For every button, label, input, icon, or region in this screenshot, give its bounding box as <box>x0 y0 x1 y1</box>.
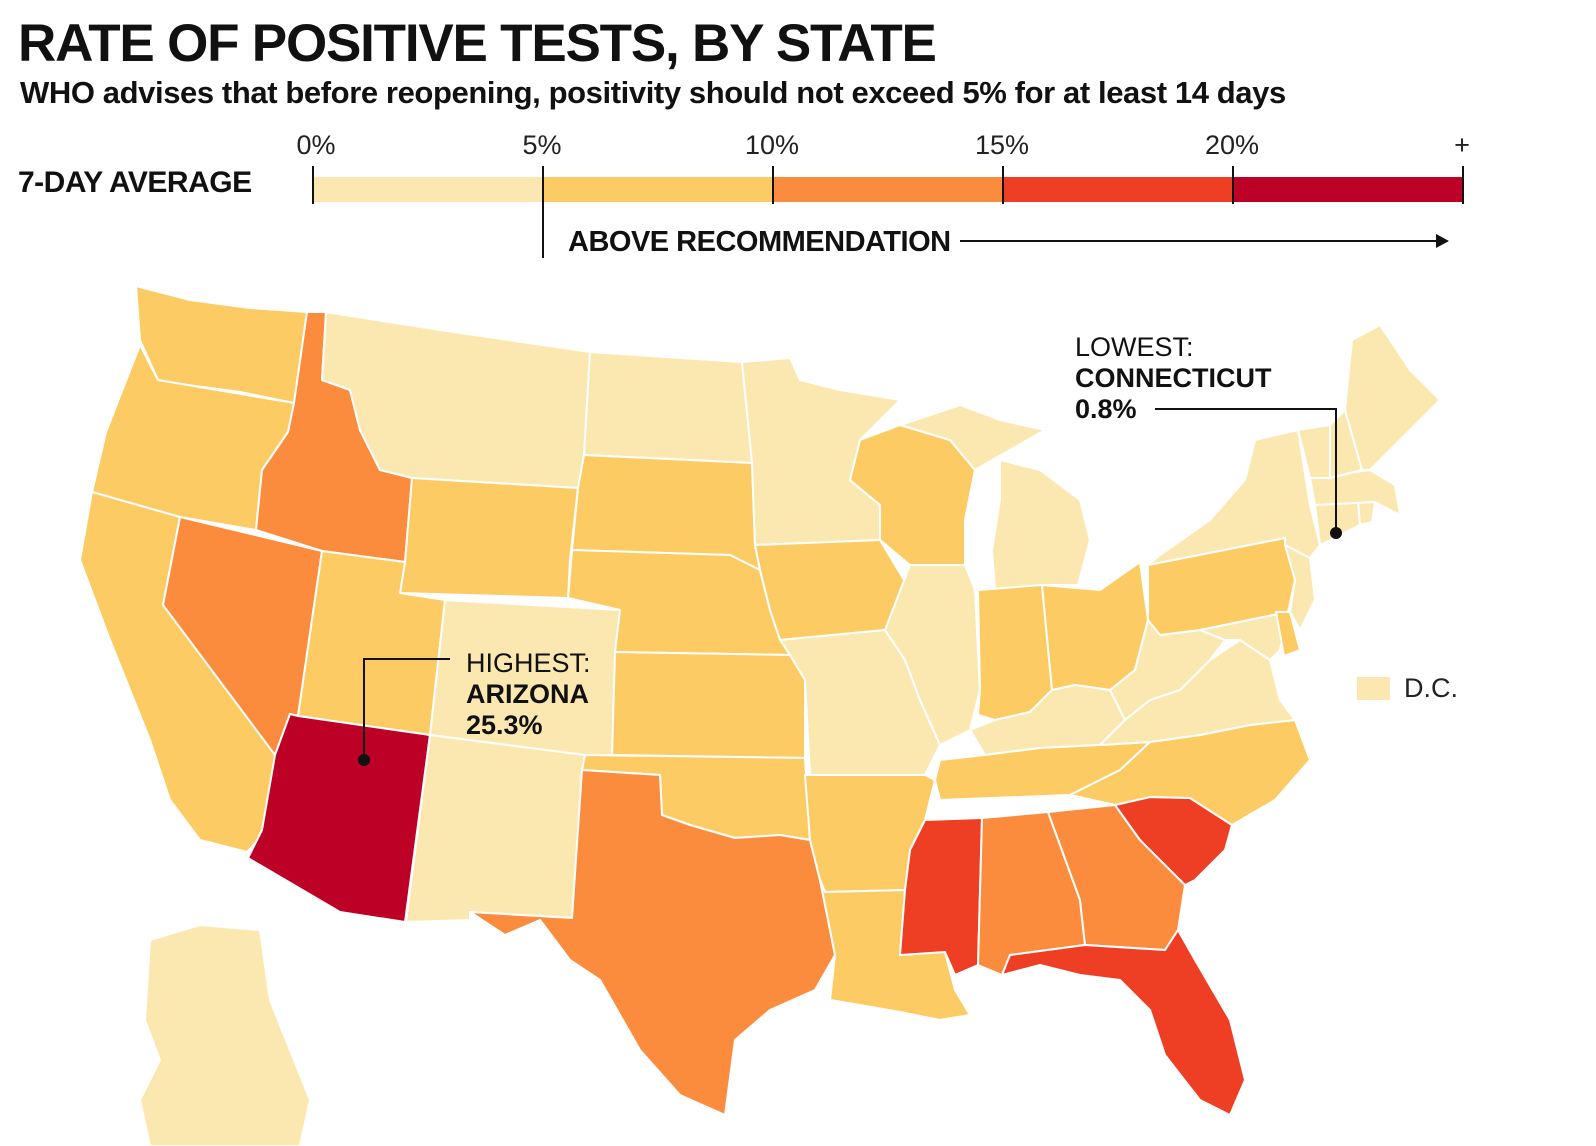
state-rhode-island <box>1357 499 1376 526</box>
legend-tick-15: 15% <box>974 130 1030 160</box>
legend-tick-10: 10% <box>744 130 800 160</box>
state-illinois <box>884 564 981 746</box>
states-layer <box>79 285 1441 1146</box>
callout-lowest: LOWEST: CONNECTICUT 0.8% <box>1075 332 1272 425</box>
legend-bin-4 <box>1233 177 1463 202</box>
callout-lowest-value: 0.8% <box>1075 394 1137 424</box>
legend-bar <box>312 166 1464 258</box>
legend-label: 7-DAY AVERAGE <box>18 166 252 199</box>
legend-bin-1 <box>543 177 773 202</box>
callout-highest: HIGHEST: ARIZONA 25.3% <box>466 648 591 741</box>
legend-tick-plus: + <box>1454 130 1470 160</box>
callout-lowest-leader <box>1155 408 1342 539</box>
state-new-york <box>1147 429 1321 566</box>
callout-highest-leader <box>358 658 450 766</box>
legend-bin-3 <box>1003 177 1233 202</box>
map-title: RATE OF POSITIVE TESTS, BY STATE <box>18 14 937 73</box>
arrow-head-icon <box>1436 234 1449 248</box>
callout-lowest-state: CONNECTICUT <box>1075 363 1272 393</box>
state-alaska <box>139 924 311 1146</box>
state-new-mexico <box>405 734 586 923</box>
legend-tick-0: 0% <box>296 130 336 160</box>
state-north-dakota <box>583 351 753 464</box>
legend-tick-5: 5% <box>522 130 562 160</box>
callout-highest-state: ARIZONA <box>466 679 589 709</box>
state-maine <box>1344 324 1441 471</box>
callout-lowest-label: LOWEST: <box>1075 332 1194 362</box>
state-delaware <box>1275 611 1301 657</box>
legend-tick-20: 20% <box>1204 130 1260 160</box>
state-michigan <box>899 404 1091 591</box>
dc-swatch <box>1357 677 1390 700</box>
legend-bin-0 <box>313 177 543 202</box>
legend-bin-2 <box>773 177 1003 202</box>
dc-label: D.C. <box>1404 673 1458 703</box>
state-florida <box>1001 929 1246 1116</box>
state-kansas <box>611 651 806 759</box>
state-wyoming <box>399 477 579 599</box>
above-recommendation-label: ABOVE RECOMMENDATION <box>568 226 951 258</box>
callout-highest-value: 25.3% <box>466 710 543 740</box>
state-texas <box>469 769 836 1116</box>
callout-highest-label: HIGHEST: <box>466 648 591 678</box>
map-subtitle: WHO advises that before reopening, posit… <box>20 75 1286 110</box>
